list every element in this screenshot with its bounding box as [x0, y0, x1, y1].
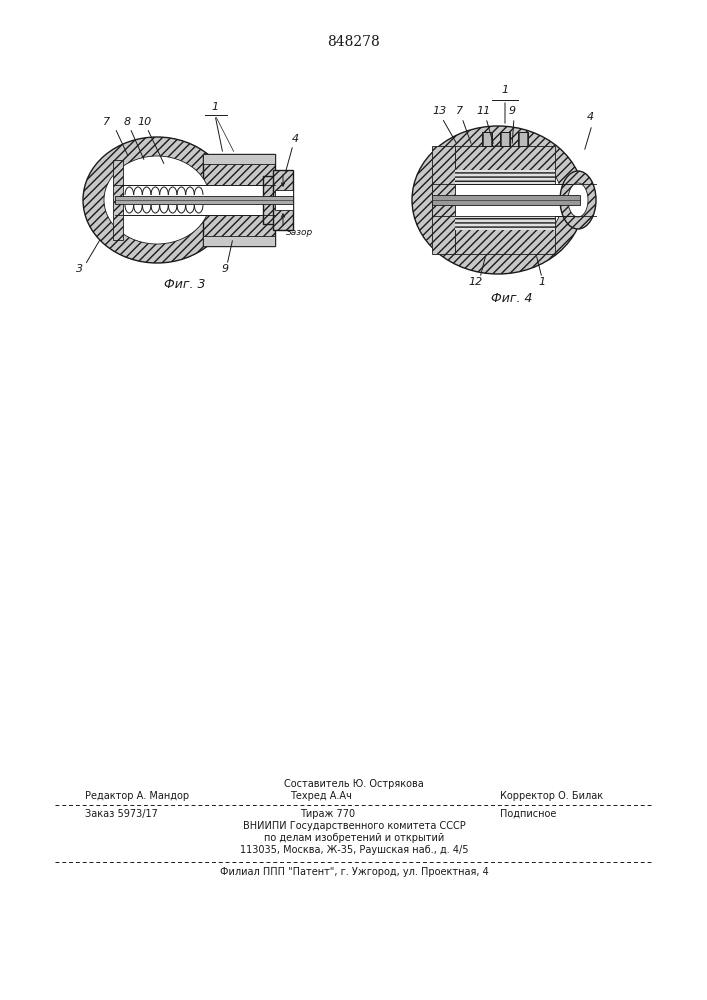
- Bar: [500, 132, 510, 146]
- Bar: [455, 146, 555, 184]
- Text: 1: 1: [211, 102, 218, 112]
- Text: 4: 4: [586, 112, 594, 122]
- Bar: [455, 170, 555, 184]
- Bar: [113, 160, 123, 240]
- Bar: [455, 216, 555, 254]
- Bar: [203, 154, 275, 164]
- Text: 7: 7: [457, 106, 464, 116]
- Text: 10: 10: [138, 117, 152, 127]
- Bar: [432, 184, 580, 216]
- Text: 1: 1: [501, 85, 508, 95]
- Text: 848278: 848278: [327, 35, 380, 49]
- Text: Техред А.Ач: Техред А.Ач: [290, 791, 352, 801]
- Text: Корректор О. Билак: Корректор О. Билак: [500, 791, 603, 801]
- Bar: [518, 132, 528, 146]
- Text: 1: 1: [539, 277, 546, 287]
- Bar: [432, 146, 455, 254]
- Text: 9: 9: [508, 106, 515, 116]
- Bar: [263, 176, 277, 224]
- Text: Редактор А. Мандор: Редактор А. Мандор: [85, 791, 189, 801]
- Text: Тираж 770: Тираж 770: [300, 809, 355, 819]
- Text: 8: 8: [124, 117, 131, 127]
- Ellipse shape: [560, 171, 596, 229]
- Text: 13: 13: [433, 106, 447, 116]
- Bar: [203, 154, 275, 246]
- Ellipse shape: [104, 156, 210, 244]
- Text: 113035, Москва, Ж-35, Раушская наб., д. 4/5: 113035, Москва, Ж-35, Раушская наб., д. …: [240, 845, 468, 855]
- Ellipse shape: [568, 183, 588, 217]
- Text: 11: 11: [477, 106, 491, 116]
- Bar: [275, 190, 293, 210]
- Bar: [115, 196, 293, 204]
- Bar: [519, 132, 527, 146]
- Bar: [203, 236, 275, 246]
- Text: Фиг. 4: Фиг. 4: [491, 292, 533, 305]
- Bar: [483, 132, 491, 146]
- Bar: [482, 132, 492, 146]
- Ellipse shape: [434, 146, 562, 254]
- Text: ВНИИПИ Государственного комитета СССР: ВНИИПИ Государственного комитета СССР: [243, 821, 465, 831]
- Text: Заказ 5973/17: Заказ 5973/17: [85, 809, 158, 819]
- Text: 4: 4: [292, 134, 299, 144]
- Ellipse shape: [83, 137, 231, 263]
- Text: 3: 3: [76, 264, 83, 274]
- Text: по делам изобретений и открытий: по делам изобретений и открытий: [264, 833, 444, 843]
- Text: Составитель Ю. Острякова: Составитель Ю. Острякова: [284, 779, 424, 789]
- Bar: [501, 132, 509, 146]
- Bar: [273, 170, 293, 230]
- Text: Подписное: Подписное: [500, 809, 556, 819]
- Text: Фиг. 3: Фиг. 3: [164, 278, 206, 291]
- Bar: [455, 216, 555, 230]
- Text: Филиал ППП "Патент", г. Ужгород, ул. Проектная, 4: Филиал ППП "Патент", г. Ужгород, ул. Про…: [220, 867, 489, 877]
- Text: 12: 12: [469, 277, 483, 287]
- Ellipse shape: [412, 126, 584, 274]
- Text: 9: 9: [221, 264, 228, 274]
- Text: 7: 7: [103, 117, 110, 127]
- Bar: [432, 195, 580, 205]
- Text: Зазор: Зазор: [286, 228, 313, 237]
- Bar: [115, 185, 275, 215]
